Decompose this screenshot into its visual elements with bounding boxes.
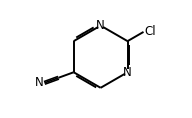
- Text: N: N: [35, 76, 43, 89]
- Text: Cl: Cl: [145, 25, 156, 38]
- Text: N: N: [123, 66, 132, 79]
- Text: N: N: [96, 19, 105, 32]
